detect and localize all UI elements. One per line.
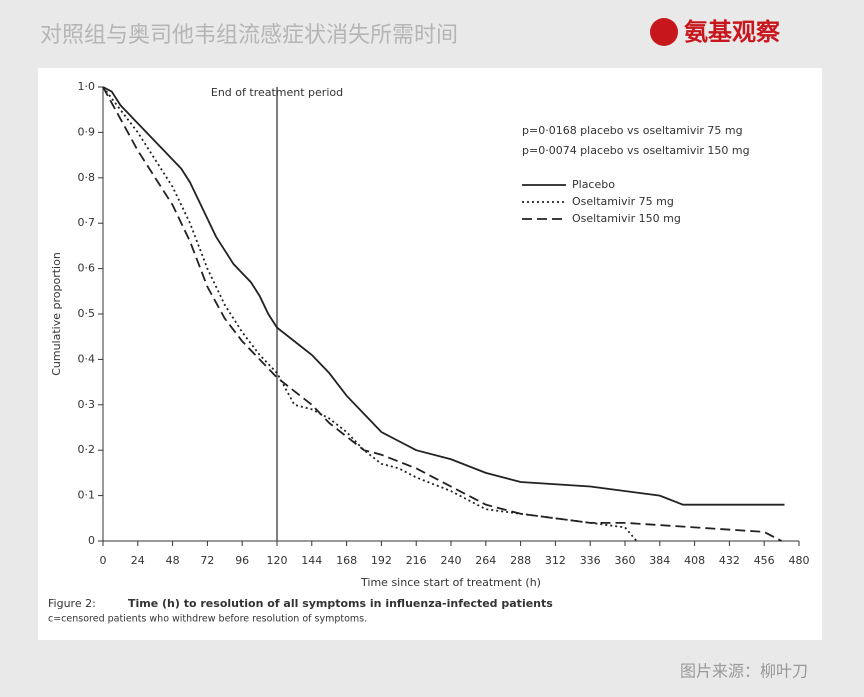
x-tick-label: 408 <box>684 554 705 567</box>
annotation: p=0·0168 placebo vs oseltamivir 75 mg <box>522 124 743 137</box>
caption-label: Figure 2: <box>48 597 96 610</box>
figure-panel <box>38 68 822 640</box>
y-tick-label: 1·0 <box>78 80 96 93</box>
y-axis-label: Cumulative proportion <box>50 252 63 376</box>
x-tick-label: 456 <box>754 554 775 567</box>
x-tick-label: 360 <box>615 554 636 567</box>
logo-text: 氨基观察 <box>684 18 781 46</box>
legend-label: Oseltamivir 75 mg <box>572 195 674 208</box>
x-tick-label: 288 <box>510 554 531 567</box>
x-axis-label: Time since start of treatment (h) <box>360 576 541 589</box>
x-tick-label: 240 <box>441 554 462 567</box>
x-tick-label: 192 <box>371 554 392 567</box>
chart-title: End of treatment period <box>211 86 343 99</box>
y-tick-label: 0·4 <box>78 352 96 365</box>
x-tick-label: 480 <box>789 554 810 567</box>
series-line <box>102 86 783 542</box>
x-tick-label: 336 <box>580 554 601 567</box>
legend-label: Oseltamivir 150 mg <box>572 212 681 225</box>
y-tick-label: 0·9 <box>78 125 96 138</box>
y-tick-label: 0·1 <box>78 489 96 502</box>
source: 图片来源：柳叶刀 <box>680 662 808 681</box>
x-tick-label: 168 <box>336 554 357 567</box>
legend-label: Placebo <box>572 178 615 191</box>
plot: 0 0·1 0·2 0·3 0·4 0·5 0·6 0·7 0·8 0·9 1·0 0 24 48 72 96… <box>48 80 810 625</box>
logo-icon <box>650 18 678 46</box>
page-title: 对照组与奥司他韦组流感症状消失所需时间 <box>40 23 458 48</box>
x-tick-label: 24 <box>131 554 145 567</box>
x-tick-label: 0 <box>100 554 107 567</box>
x-tick-label: 72 <box>200 554 214 567</box>
y-tick-label: 0·3 <box>78 398 96 411</box>
series-line <box>102 86 785 506</box>
x-tick-label: 96 <box>235 554 249 567</box>
x-tick-label: 312 <box>545 554 566 567</box>
x-tick-label: 120 <box>267 554 288 567</box>
x-tick-label: 48 <box>166 554 180 567</box>
note: c=censored patients who withdrew before … <box>48 614 367 625</box>
y-tick-label: 0 <box>88 534 95 547</box>
y-tick-label: 0·7 <box>78 216 96 229</box>
annotation: p=0·0074 placebo vs oseltamivir 150 mg <box>522 144 750 157</box>
y-tick-label: 0·2 <box>78 443 96 456</box>
caption: Time (h) to resolution of all symptoms i… <box>128 597 553 610</box>
x-tick-label: 264 <box>475 554 496 567</box>
y-tick-label: 0·8 <box>78 171 96 184</box>
x-tick-label: 216 <box>406 554 427 567</box>
y-tick-label: 0·5 <box>78 307 96 320</box>
x-tick-label: 384 <box>649 554 670 567</box>
y-tick-label: 0·6 <box>78 262 96 275</box>
x-tick-label: 432 <box>719 554 740 567</box>
x-tick-label: 144 <box>301 554 322 567</box>
